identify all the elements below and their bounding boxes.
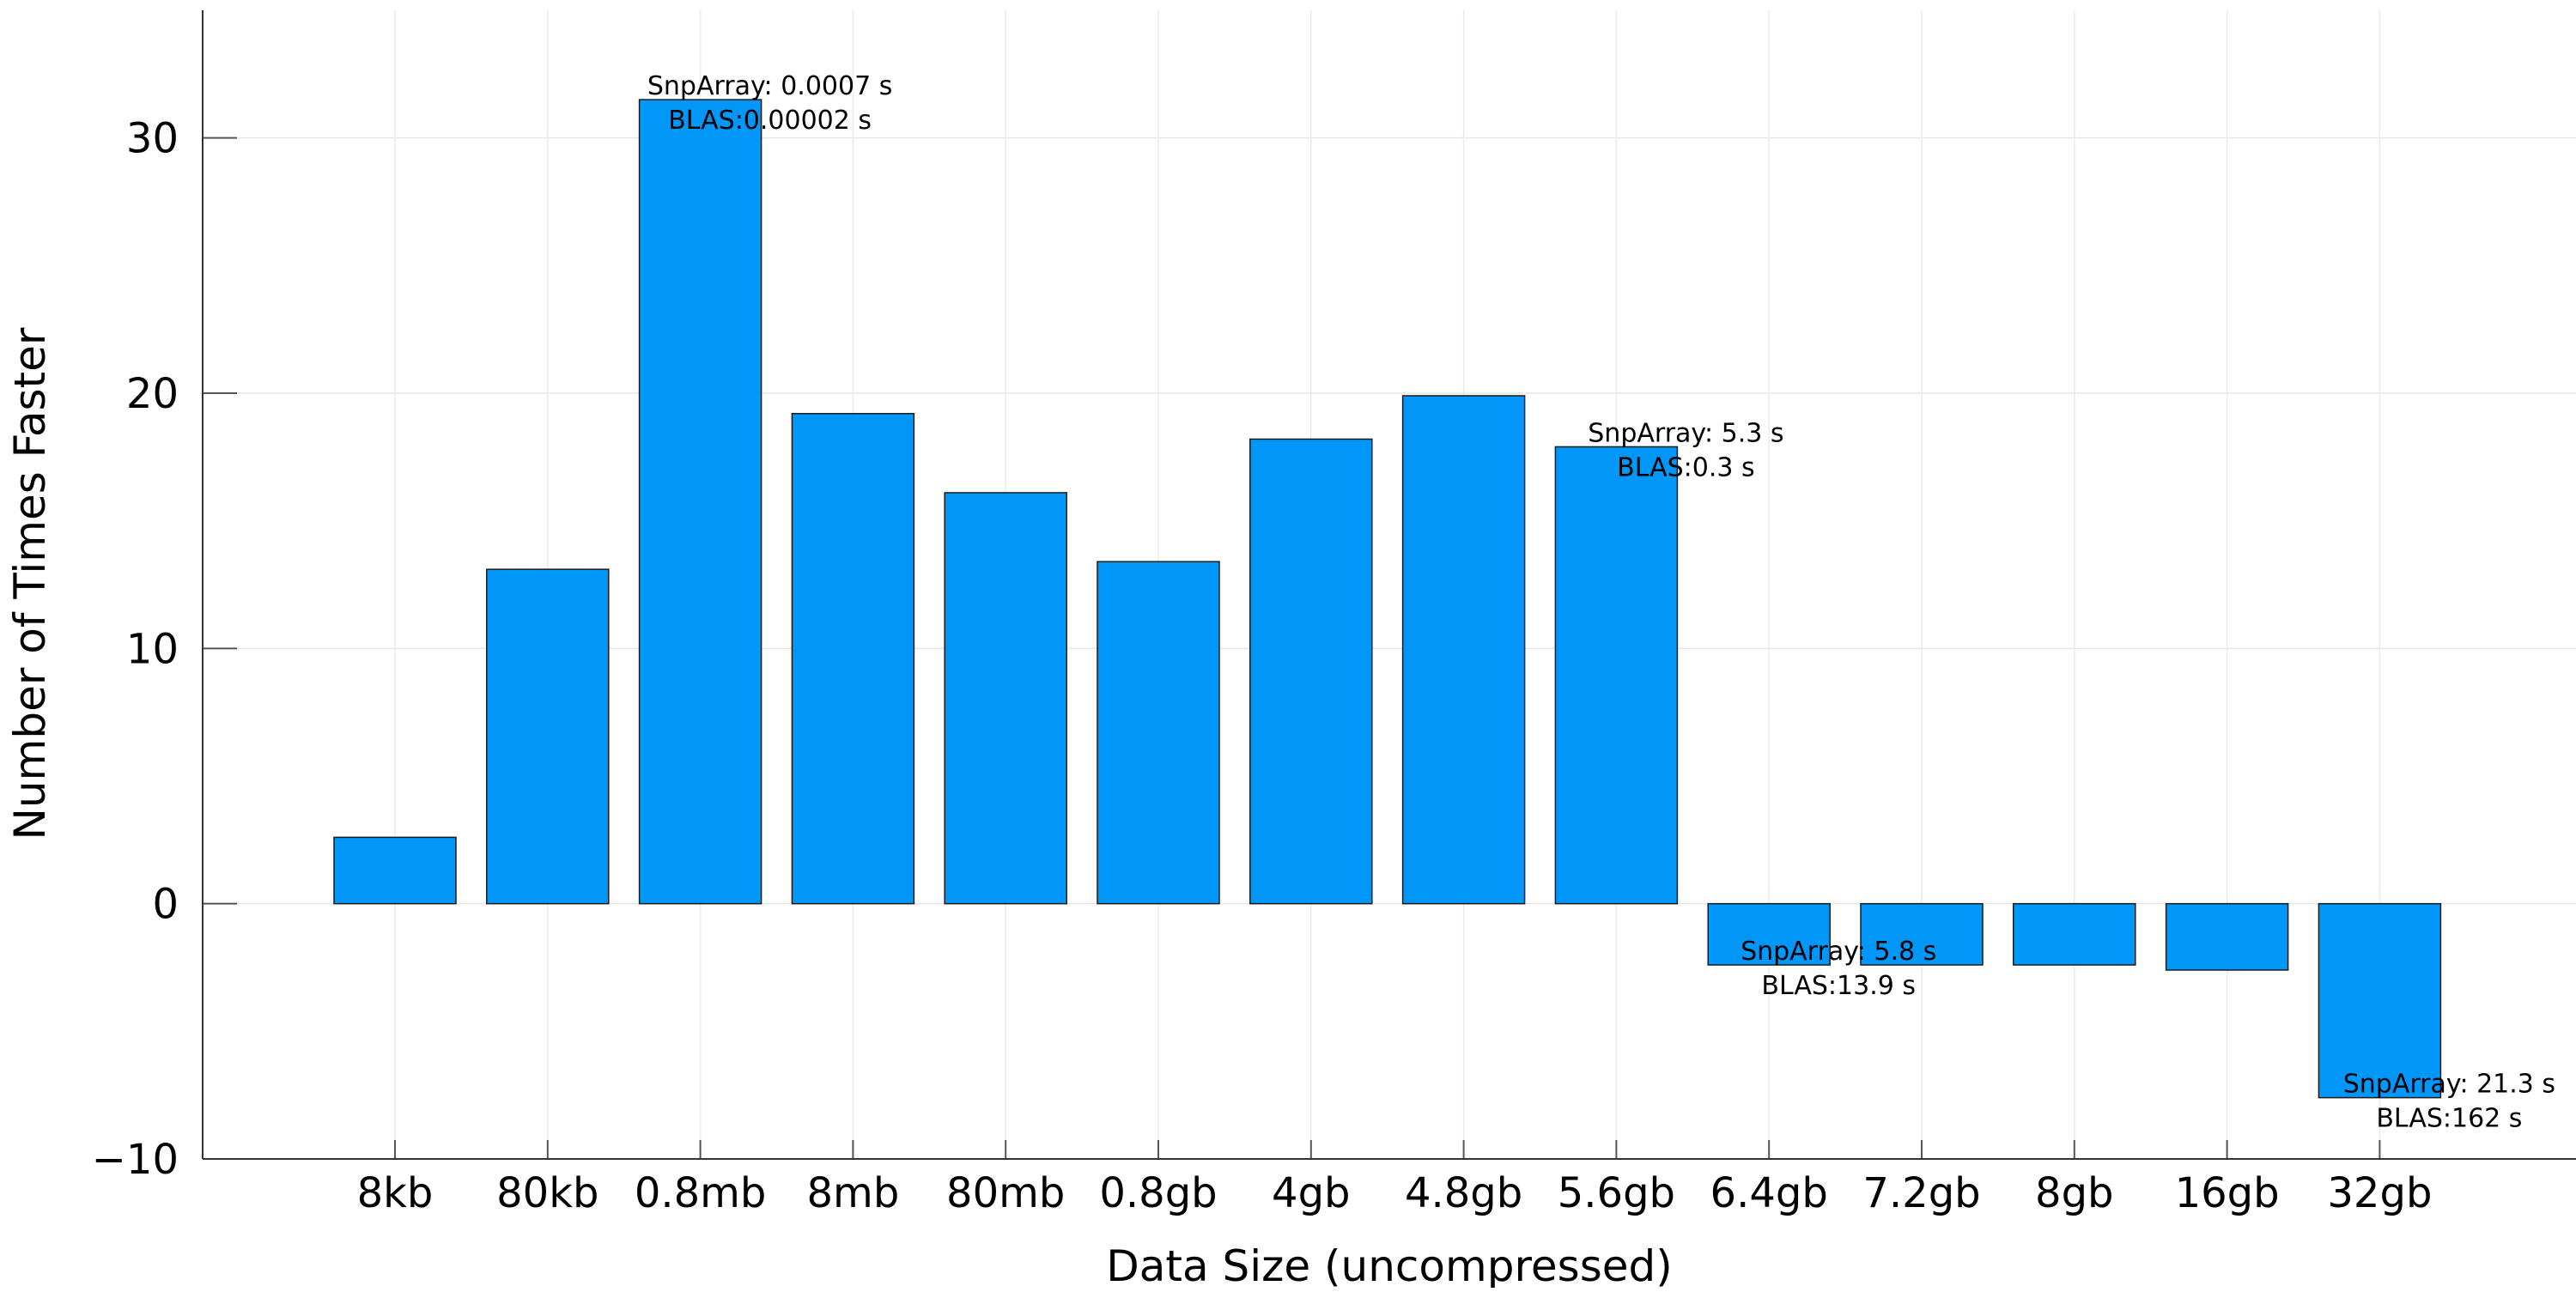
- x-tick-label: 16gb: [2175, 1169, 2280, 1217]
- bar-annotation: SnpArray: 5.8 s: [1741, 937, 1936, 967]
- bar-annotation: BLAS:162 s: [2376, 1104, 2522, 1134]
- bar-8mb: [791, 413, 915, 905]
- bar-annotation: SnpArray: 0.0007 s: [647, 71, 893, 101]
- x-tick-label: 8kb: [357, 1169, 434, 1217]
- x-tick-label: 32gb: [2327, 1169, 2432, 1217]
- x-tick-label: 7.2gb: [1862, 1169, 1980, 1217]
- y-tick-label: 0: [152, 881, 179, 929]
- bar-16gb: [2165, 902, 2289, 971]
- x-axis-title: Data Size (uncompressed): [1106, 1241, 1673, 1288]
- bar-0.8mb: [638, 99, 762, 905]
- x-tick-label: 0.8gb: [1099, 1169, 1217, 1217]
- x-tick-label: 8mb: [807, 1169, 900, 1217]
- x-tick-label: 4.8gb: [1405, 1169, 1522, 1217]
- bar-6.4gb: [1707, 902, 1831, 966]
- x-tick-label: 80kb: [496, 1169, 598, 1217]
- bar-annotation: SnpArray: 21.3 s: [2343, 1070, 2555, 1100]
- bar-7.2gb: [1860, 902, 1984, 966]
- x-tick-label: 8gb: [2035, 1169, 2113, 1217]
- bar-annotation: BLAS:0.00002 s: [668, 106, 872, 136]
- bar-8gb: [2013, 902, 2136, 966]
- bar-4.8gb: [1401, 395, 1526, 905]
- x-tick-label: 5.6gb: [1558, 1169, 1675, 1217]
- y-tick-label: −10: [92, 1136, 179, 1184]
- bar-8kb: [333, 836, 457, 905]
- annotations: SnpArray: 0.0007 s BLAS:0.00002 s SnpArray…: [647, 71, 2555, 1134]
- bar-5.6gb: [1554, 446, 1679, 905]
- y-tick-label: 10: [126, 625, 179, 673]
- bar-80mb: [944, 492, 1067, 905]
- bar-32gb: [2318, 902, 2442, 1099]
- x-tick-label: 80mb: [946, 1169, 1065, 1217]
- x-tick-label: 0.8mb: [635, 1169, 767, 1217]
- x-tick-label: 4gb: [1272, 1169, 1350, 1217]
- bar-4gb: [1249, 438, 1373, 905]
- bars: [333, 99, 2442, 1099]
- bar-annotation: BLAS:0.3 s: [1617, 452, 1755, 482]
- bar-annotation: SnpArray: 5.3 s: [1588, 418, 1783, 448]
- bar-80kb: [486, 568, 610, 905]
- y-axis-title: Number of Times Faster: [5, 327, 55, 840]
- y-tick-label: 30: [126, 115, 179, 163]
- y-tick-label: 20: [126, 370, 179, 418]
- axes: −10 0 10 20 30 8kb 80kb 0.8mb 8mb 80mb 0.8gb 4gb 4.8…: [92, 10, 2576, 1217]
- bar-0.8gb: [1097, 561, 1220, 905]
- bar-annotation: BLAS:13.9 s: [1761, 971, 1916, 1001]
- x-tick-label: 6.4gb: [1710, 1169, 1828, 1217]
